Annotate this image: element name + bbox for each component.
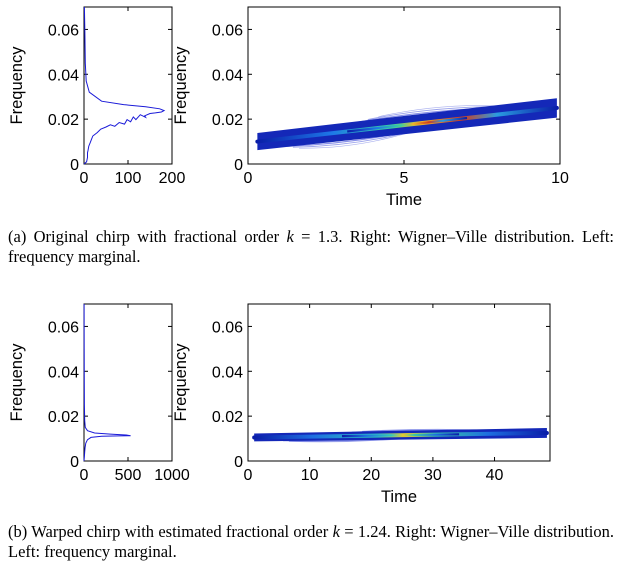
a-wvd-ridge-peak bbox=[347, 116, 468, 133]
caption-a-text: Original chirp with fractional order bbox=[33, 227, 287, 246]
b-wvd-xtick-label: 30 bbox=[424, 467, 442, 484]
a-wvd-ytick-label: 0.02 bbox=[212, 112, 243, 129]
a-marginal-ytick-label: 0.06 bbox=[48, 22, 79, 39]
b-marginal-frame bbox=[83, 303, 173, 462]
caption-a-text-end: . Right: Wigner–Ville distribution. Left… bbox=[8, 227, 615, 266]
a-wvd-ylabel: Frequency bbox=[172, 46, 190, 125]
caption-b-variable: k bbox=[332, 522, 340, 541]
a-wvd-ytick-label: 0 bbox=[234, 157, 243, 174]
b-wvd-ytick-label: 0 bbox=[234, 454, 243, 471]
b-wvd-distribution bbox=[252, 428, 549, 443]
b-wvd-xtick-label: 40 bbox=[486, 467, 504, 484]
caption-b-text: Warped chirp with estimated fractional o… bbox=[31, 522, 333, 541]
a-wvd-xtick-label: 10 bbox=[551, 170, 569, 187]
b-marginal-xtick-label: 1000 bbox=[154, 467, 190, 484]
a-wvd-ytick-label: 0.06 bbox=[212, 22, 243, 39]
a-marginal-xtick-label: 100 bbox=[115, 170, 142, 187]
a-wvd-distribution bbox=[255, 98, 559, 151]
b-wvd-xlabel: Time bbox=[381, 488, 417, 506]
b-wvd-frame bbox=[247, 303, 551, 462]
caption-a-value: 1.3 bbox=[317, 227, 339, 246]
caption-a: (a) Original chirp with fractional order… bbox=[8, 227, 614, 267]
b-wvd-ytick-label: 0.04 bbox=[212, 364, 243, 381]
b-wvd-ridge-peak bbox=[341, 433, 460, 438]
a-marginal-curve bbox=[83, 6, 166, 165]
caption-b-text-end: . Right: Wigner–Ville distribution. Left… bbox=[8, 522, 615, 561]
a-marginal-xtick-label: 0 bbox=[80, 170, 89, 187]
b-wvd-xtick-label: 10 bbox=[301, 467, 319, 484]
a-marginal-ylabel: Frequency bbox=[8, 46, 26, 125]
b-marginal-ytick-label: 0.04 bbox=[48, 364, 79, 381]
a-marginal-frame bbox=[83, 6, 173, 165]
b-wvd-xtick-label: 0 bbox=[244, 467, 253, 484]
caption-b-equals: = bbox=[339, 522, 358, 541]
b-marginal-axes: 0 500 1000 0 0.02 0.04 0.06 Frequency bbox=[8, 303, 190, 484]
caption-b: (b) Warped chirp with estimated fraction… bbox=[8, 522, 614, 562]
b-marginal-ytick-label: 0.02 bbox=[48, 409, 79, 426]
a-wvd-xtick-label: 5 bbox=[400, 170, 409, 187]
a-marginal-xtick-label: 200 bbox=[159, 170, 186, 187]
b-marginal-ytick-label: 0.06 bbox=[48, 319, 79, 336]
b-marginal-ytick-label: 0 bbox=[70, 454, 79, 471]
a-marginal-ytick-label: 0.04 bbox=[48, 67, 79, 84]
a-wvd-xtick-label: 0 bbox=[244, 170, 253, 187]
a-marginal-axes: 0 100 200 0 0.02 0.04 0.06 Frequency bbox=[8, 6, 186, 187]
a-wvd-ytick-label: 0.04 bbox=[212, 67, 243, 84]
a-marginal-ytick-label: 0 bbox=[70, 157, 79, 174]
a-wvd-axes: 0 5 10 0 0.02 0.04 0.06 Frequency Time bbox=[172, 6, 569, 209]
a-wvd-xlabel: Time bbox=[386, 191, 422, 209]
b-wvd-ylabel: Frequency bbox=[172, 343, 190, 422]
caption-b-tag: (b) bbox=[8, 522, 28, 541]
b-marginal-xtick-label: 500 bbox=[115, 467, 142, 484]
b-wvd-ytick-label: 0.02 bbox=[212, 409, 243, 426]
caption-a-variable: k bbox=[286, 227, 294, 246]
caption-a-tag: (a) bbox=[8, 227, 27, 246]
a-marginal-ytick-label: 0.02 bbox=[48, 112, 79, 129]
caption-b-value: 1.24 bbox=[357, 522, 387, 541]
b-marginal-ylabel: Frequency bbox=[8, 343, 26, 422]
b-wvd-xtick-label: 20 bbox=[362, 467, 380, 484]
b-wvd-axes: 0 10 20 30 40 0 0.02 0.04 0.06 Frequency Time bbox=[172, 303, 551, 506]
b-wvd-ytick-label: 0.06 bbox=[212, 319, 243, 336]
b-marginal-xtick-label: 0 bbox=[80, 467, 89, 484]
b-marginal-curve bbox=[83, 303, 131, 462]
caption-a-equals: = bbox=[293, 227, 318, 246]
